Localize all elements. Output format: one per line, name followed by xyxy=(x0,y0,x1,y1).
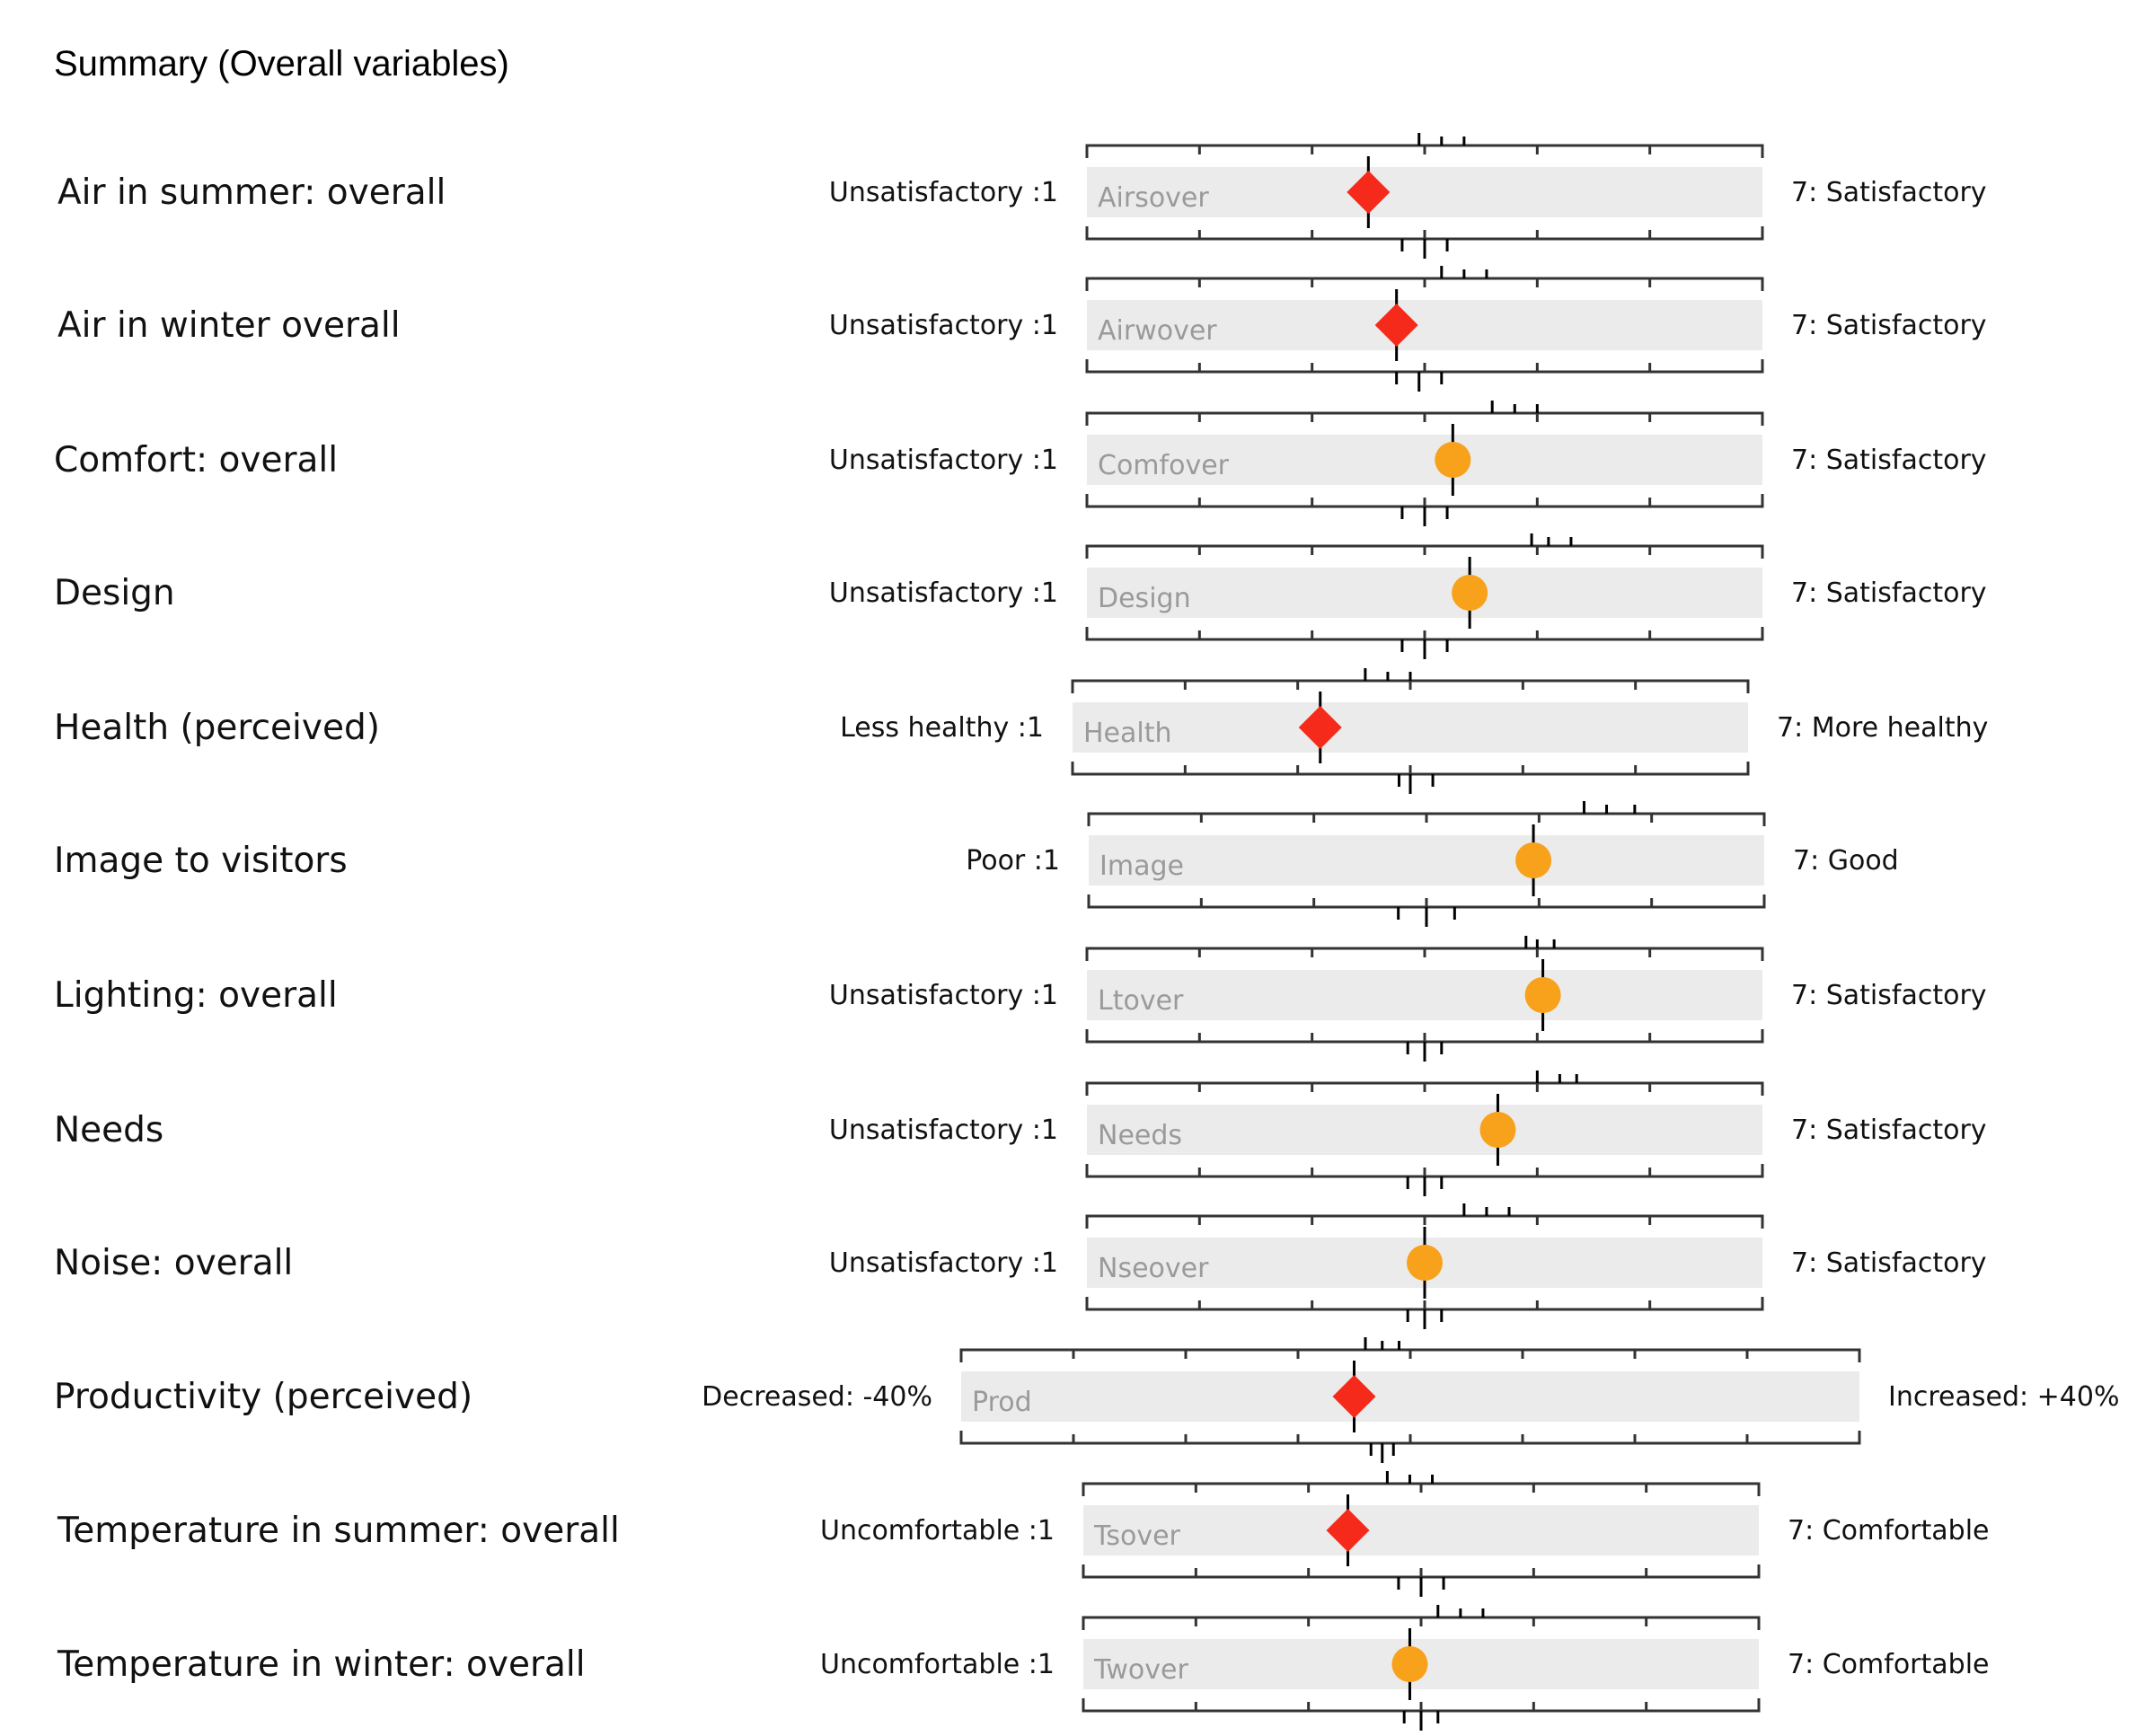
row-label: Temperature in summer: overall xyxy=(57,1511,620,1551)
high-anchor-label: 7: Satisfactory xyxy=(1791,577,1987,609)
row-ltover: Lighting: overall Unsatisfactory :1 7: Sat… xyxy=(54,936,1987,1062)
scale-band xyxy=(1087,1105,1762,1155)
variable-code: Twover xyxy=(1093,1654,1188,1686)
scale-band xyxy=(1087,435,1762,485)
chart-rows: Air in summer: overall Unsatisfactory :1 7… xyxy=(54,133,2119,1731)
high-anchor-label: 7: Satisfactory xyxy=(1791,177,1987,208)
low-anchor-label: Poor :1 xyxy=(966,845,1060,877)
low-anchor-label: Unsatisfactory :1 xyxy=(829,1247,1058,1279)
row-label: Lighting: overall xyxy=(54,975,338,1016)
high-anchor-label: 7: Satisfactory xyxy=(1791,1115,1987,1146)
variable-code: Nseover xyxy=(1098,1253,1209,1284)
low-anchor-label: Unsatisfactory :1 xyxy=(829,577,1058,609)
row-comfover: Comfort: overall Unsatisfactory :1 7: Sati… xyxy=(54,401,1987,526)
row-design: Design Unsatisfactory :1 7: Satisfactory De… xyxy=(54,533,1987,659)
low-anchor-label: Decreased: -40% xyxy=(702,1381,932,1413)
variable-code: Prod xyxy=(972,1387,1032,1418)
scale-band xyxy=(961,1371,1859,1422)
scale-band xyxy=(1087,568,1762,618)
row-label: Air in winter overall xyxy=(57,305,401,346)
row-tsover: Temperature in summer: overall Uncomforta… xyxy=(57,1471,1990,1597)
low-anchor-label: Uncomfortable :1 xyxy=(820,1515,1055,1547)
variable-code: Airwover xyxy=(1098,315,1217,347)
row-label: Productivity (perceived) xyxy=(54,1377,472,1417)
value-marker-diamond xyxy=(1374,304,1418,347)
row-airwover: Air in winter overall Unsatisfactory :1 7:… xyxy=(57,266,1987,392)
value-marker-diamond xyxy=(1347,171,1391,214)
variable-code: Tsover xyxy=(1093,1520,1181,1552)
low-anchor-label: Unsatisfactory :1 xyxy=(829,310,1058,341)
row-twover: Temperature in winter: overall Uncomforta… xyxy=(57,1605,1990,1731)
low-anchor-label: Unsatisfactory :1 xyxy=(829,1115,1058,1146)
row-label: Design xyxy=(54,573,175,613)
low-anchor-label: Unsatisfactory :1 xyxy=(829,177,1058,208)
variable-code: Needs xyxy=(1098,1120,1182,1151)
high-anchor-label: 7: Satisfactory xyxy=(1791,980,1987,1011)
variable-code: Image xyxy=(1099,850,1184,882)
value-marker-circle xyxy=(1515,842,1552,878)
scale-band xyxy=(1087,167,1762,217)
row-label: Air in summer: overall xyxy=(57,172,446,213)
row-image: Image to visitors Poor :1 7: Good Image xyxy=(54,801,1899,927)
row-label: Temperature in winter: overall xyxy=(57,1644,586,1685)
row-label: Noise: overall xyxy=(54,1243,293,1283)
high-anchor-label: 7: Comfortable xyxy=(1788,1515,1990,1547)
variable-code: Airsover xyxy=(1098,182,1209,214)
value-marker-circle xyxy=(1452,575,1488,611)
scale-band xyxy=(1083,1505,1759,1555)
high-anchor-label: 7: Satisfactory xyxy=(1791,1247,1987,1279)
value-marker-circle xyxy=(1435,442,1471,478)
value-marker-diamond xyxy=(1332,1375,1376,1418)
variable-code: Ltover xyxy=(1098,985,1184,1017)
value-marker-diamond xyxy=(1326,1509,1370,1552)
row-label: Comfort: overall xyxy=(54,440,338,480)
value-marker-circle xyxy=(1391,1646,1428,1682)
high-anchor-label: 7: Comfortable xyxy=(1788,1649,1990,1680)
high-anchor-label: Increased: +40% xyxy=(1888,1381,2119,1413)
low-anchor-label: Unsatisfactory :1 xyxy=(829,445,1058,476)
value-marker-circle xyxy=(1407,1245,1443,1281)
high-anchor-label: 7: Satisfactory xyxy=(1791,310,1987,341)
row-needs: Needs Unsatisfactory :1 7: Satisfactory Nee… xyxy=(54,1071,1987,1196)
high-anchor-label: 7: Good xyxy=(1793,845,1899,877)
low-anchor-label: Less healthy :1 xyxy=(840,712,1044,744)
high-anchor-label: 7: Satisfactory xyxy=(1791,445,1987,476)
row-prod: Productivity (perceived) Decreased: -40% I… xyxy=(54,1337,2119,1463)
row-nseover: Noise: overall Unsatisfactory :1 7: Satisf… xyxy=(54,1203,1987,1329)
scale-band xyxy=(1089,835,1764,886)
variable-code: Design xyxy=(1098,583,1191,614)
row-label: Image to visitors xyxy=(54,841,348,881)
value-marker-diamond xyxy=(1298,706,1342,749)
low-anchor-label: Uncomfortable :1 xyxy=(820,1649,1055,1680)
variable-code: Comfover xyxy=(1098,450,1230,481)
scale-band xyxy=(1087,300,1762,350)
scale-band xyxy=(1087,970,1762,1020)
low-anchor-label: Unsatisfactory :1 xyxy=(829,980,1058,1011)
row-label: Needs xyxy=(54,1110,163,1150)
row-health: Health (perceived) Less healthy :1 7: More… xyxy=(54,668,1988,794)
row-label: Health (perceived) xyxy=(54,708,380,748)
value-marker-circle xyxy=(1479,1112,1516,1148)
scale-band xyxy=(1073,702,1748,753)
chart-title: Summary (Overall variables) xyxy=(54,44,509,84)
value-marker-circle xyxy=(1524,977,1561,1013)
variable-code: Health xyxy=(1083,718,1172,749)
row-airsover: Air in summer: overall Unsatisfactory :1 7… xyxy=(57,133,1987,259)
high-anchor-label: 7: More healthy xyxy=(1777,712,1988,744)
